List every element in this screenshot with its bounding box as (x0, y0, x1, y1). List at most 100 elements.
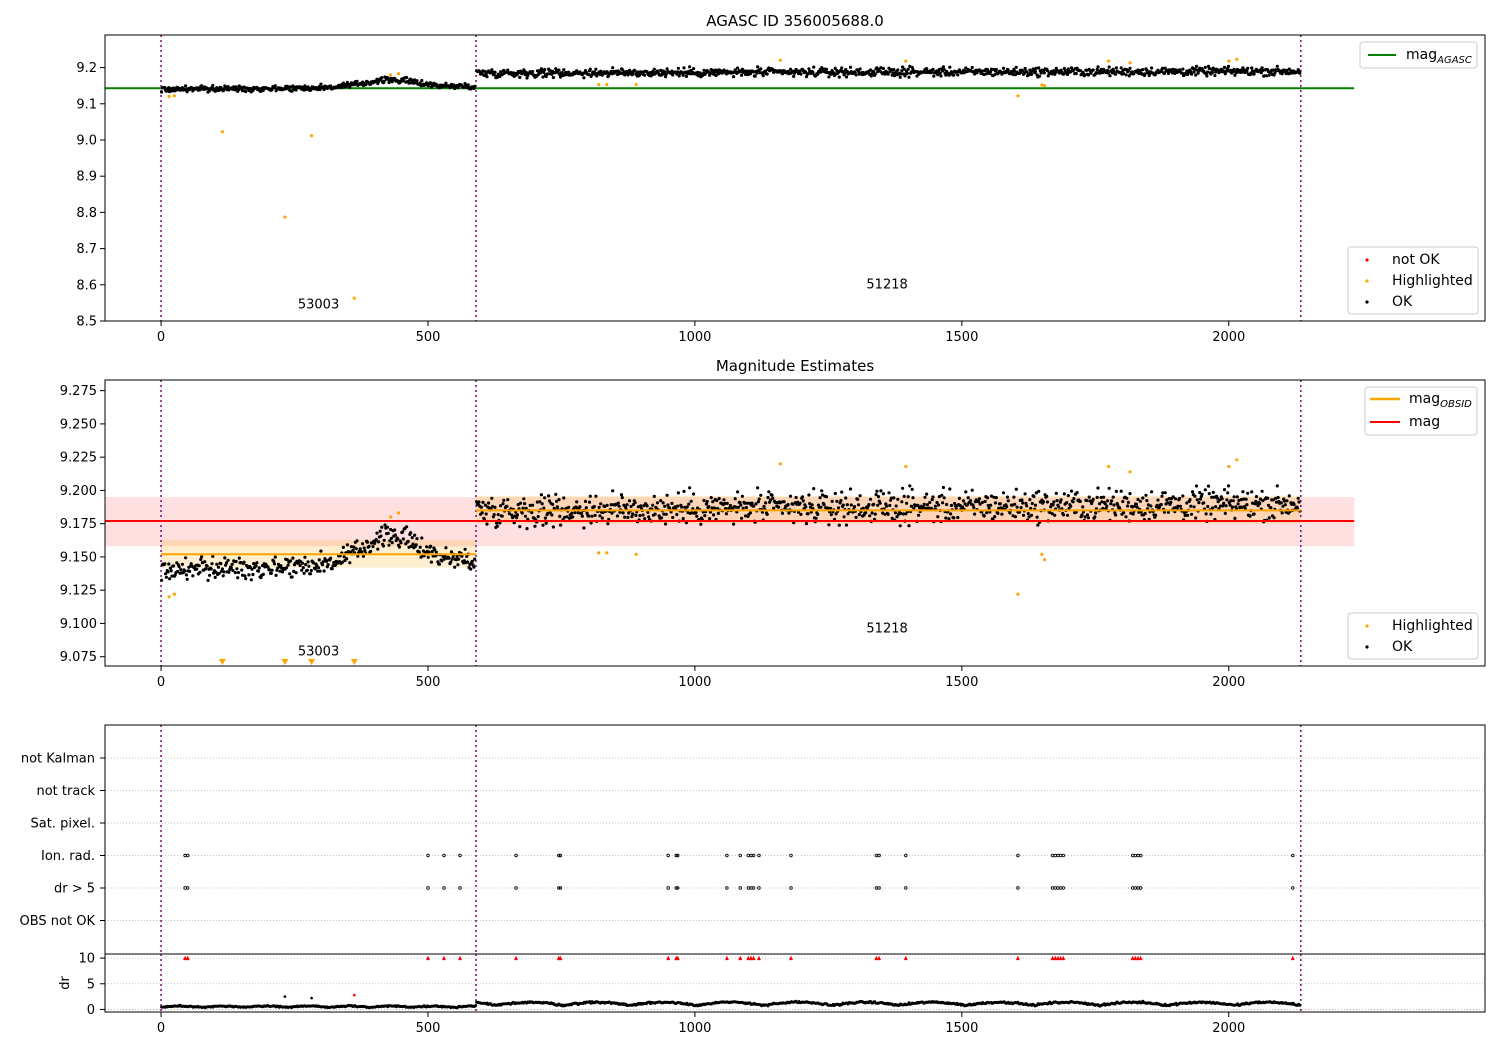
ok-point (761, 74, 765, 78)
ok-point (341, 545, 345, 550)
ok-point (631, 72, 635, 76)
ok-point (214, 570, 218, 574)
ok-point (1119, 489, 1123, 493)
magnitude-legend-status: Highlighted OK (1347, 612, 1479, 660)
ok-point (1236, 502, 1240, 506)
highlighted-point (220, 130, 224, 134)
ok-point (548, 511, 552, 515)
ok-point (756, 486, 760, 490)
ok-point (1226, 491, 1230, 495)
ok-point (936, 515, 940, 519)
ok-point (695, 514, 699, 518)
ok-point (551, 525, 556, 529)
ok-point (956, 515, 960, 520)
ok-point (894, 504, 898, 508)
ok-point (329, 556, 333, 560)
ok-point (499, 70, 503, 74)
ok-point (970, 65, 974, 70)
ok-point (213, 575, 217, 580)
ok-point (584, 506, 588, 510)
ok-point (1135, 505, 1139, 509)
ok-point (172, 564, 176, 568)
ok-point (231, 87, 235, 91)
ok-point (883, 512, 887, 516)
ok-point (1203, 488, 1207, 492)
ok-point (788, 494, 793, 498)
ok-point (539, 67, 544, 71)
ok-point (839, 499, 843, 503)
ok-point (617, 504, 621, 508)
ok-point (180, 562, 184, 566)
highlighted-point (1016, 592, 1020, 596)
flag-point (1138, 853, 1143, 858)
ok-point (547, 499, 552, 503)
ok-point (160, 90, 164, 94)
ok-point (905, 71, 910, 75)
ok-point (200, 555, 204, 559)
agasc-panel-title: AGASC ID 356005688.0 (706, 12, 884, 30)
ok-point (893, 511, 898, 515)
ok-point (1200, 67, 1204, 71)
ok-point (621, 511, 625, 515)
flag-point (877, 886, 881, 890)
ok-point (800, 495, 805, 499)
highlighted-point (904, 464, 908, 469)
ok-point (1026, 511, 1030, 516)
clipped-dr-marker (748, 955, 753, 961)
ok-point (367, 544, 371, 549)
ok-point (480, 511, 484, 515)
ok-point (1296, 496, 1300, 500)
ok-point (1272, 516, 1276, 520)
ok-point (1029, 506, 1033, 510)
ok-point (1226, 484, 1231, 488)
ok-point (217, 571, 221, 576)
ok-point (765, 72, 769, 76)
ok-point (829, 513, 833, 517)
flag-point (514, 853, 518, 858)
ok-point (830, 69, 834, 73)
ok-point (286, 563, 290, 567)
ok-point (645, 504, 649, 508)
ok-point (806, 512, 810, 516)
ok-point (1169, 500, 1173, 504)
ok-point (420, 536, 424, 540)
ok-point (220, 567, 224, 571)
ok-point (526, 73, 530, 78)
ok-point (588, 67, 592, 71)
ok-point (1218, 498, 1222, 502)
ok-point (589, 521, 593, 525)
ok-point (506, 68, 510, 72)
ok-point (1163, 491, 1167, 495)
ok-point (664, 512, 668, 516)
ok-point (590, 514, 594, 518)
ok-point (1048, 510, 1052, 515)
ok-point (739, 503, 743, 507)
flag-point (426, 886, 430, 890)
clipped-dr-marker (724, 955, 729, 961)
ok-point (1050, 72, 1054, 76)
ok-point (243, 574, 247, 578)
ok-point (1190, 512, 1194, 516)
ok-point (203, 560, 207, 564)
ok-point (449, 550, 454, 554)
ok-point (1260, 66, 1264, 70)
ok-point (901, 486, 905, 490)
clipped-dr-marker (558, 955, 563, 961)
ok-point (1205, 74, 1209, 78)
ok-point (406, 539, 410, 544)
ok-point (1014, 65, 1018, 69)
ok-point (692, 492, 696, 496)
flag-category-label: not Kalman (21, 752, 95, 767)
ok-point (255, 561, 259, 565)
ok-point (1094, 71, 1098, 75)
ok-point (1297, 500, 1301, 504)
flag-point (904, 886, 908, 890)
ok-point (937, 503, 941, 507)
ok-point (1027, 515, 1031, 519)
ok-point (322, 87, 326, 92)
clipped-dr-marker (514, 955, 519, 961)
ok-point (844, 75, 849, 79)
ok-point (1275, 64, 1279, 68)
ok-point (351, 548, 355, 552)
ok-point (1267, 73, 1271, 77)
